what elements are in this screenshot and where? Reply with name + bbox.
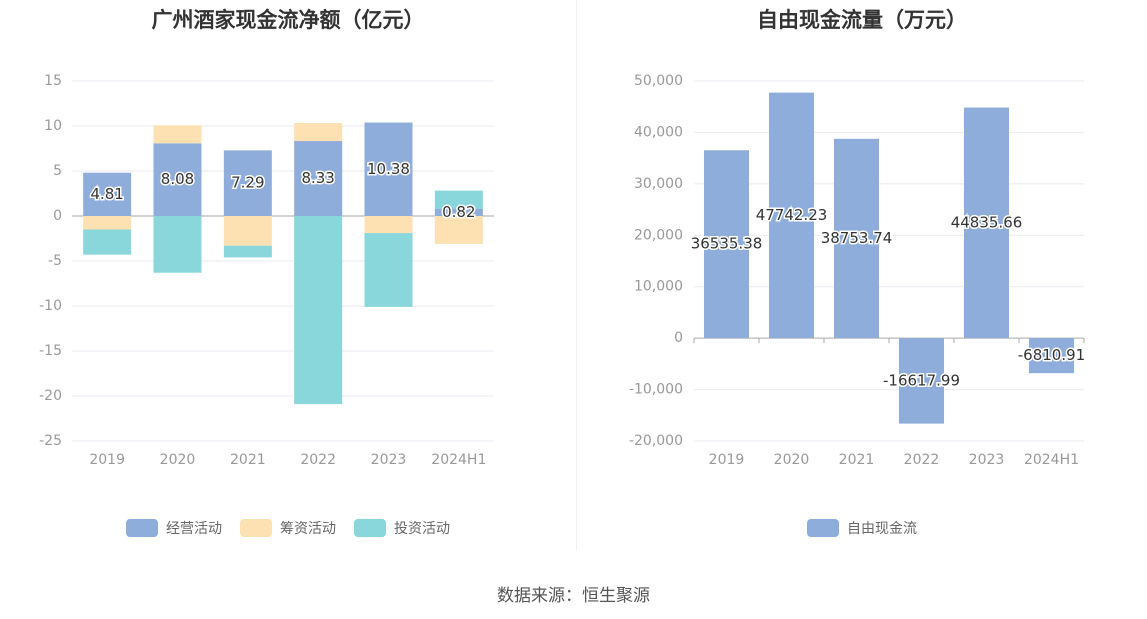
data-label: 8.08: [161, 170, 194, 188]
data-label: 8.33: [301, 169, 334, 187]
y-tick-label: -5: [48, 253, 62, 269]
data-label-halo: 47742.23: [756, 206, 828, 224]
free-cash-flow-chart: 50,000 40,000 30,000 20,000 10,000 0 -10,000 -2…: [629, 73, 1087, 468]
x-tick-label: 2023: [371, 452, 407, 468]
data-label: 47742.23: [756, 206, 828, 224]
legend-swatch: [807, 519, 839, 537]
legend-item[interactable]: 经营活动: [126, 518, 222, 538]
legend-item[interactable]: 筹资活动: [240, 518, 336, 538]
data-label-halo: -16617.99: [883, 371, 960, 389]
bar: [704, 150, 749, 339]
free-cash-flow-chart-title: 自由现金流量（万元）: [757, 8, 967, 32]
free-cash-flow-legend: 自由现金流: [577, 518, 1147, 538]
y-tick-label: -15: [39, 343, 62, 359]
bar-segment: [83, 229, 132, 255]
data-label: 0.82: [442, 203, 475, 221]
x-tick-label: 2021: [839, 452, 875, 468]
bar-segment: [153, 143, 202, 216]
y-tick-label: 30,000: [634, 176, 683, 192]
bar-segment: [364, 233, 413, 307]
bar-segment: [294, 216, 343, 405]
y-tick-label: 15: [44, 73, 62, 89]
x-tick-label: 2023: [969, 452, 1005, 468]
y-tick-label: 0: [53, 208, 62, 224]
bar-segment: [153, 216, 202, 273]
x-tick-label: 2024H1: [1024, 452, 1079, 468]
bar-segment: [434, 216, 483, 244]
y-tick-label: 5: [53, 163, 62, 179]
data-label: 10.38: [367, 160, 410, 178]
data-label-halo: 7.29: [231, 174, 264, 192]
x-tick-label: 2019: [709, 452, 745, 468]
data-label-halo: 44835.66: [951, 213, 1023, 231]
bar-segment: [434, 208, 483, 216]
cash-flow-legend: 经营活动 筹资活动 投资活动: [0, 518, 576, 538]
y-tick-label: 20,000: [634, 227, 683, 243]
bar-segment: [364, 122, 413, 216]
cash-flow-chart-panel: 广州酒家现金流净额（亿元） 15 10 5 0 -5 -10 -15 -20 -25 2019 20…: [0, 0, 576, 550]
panel-divider: [576, 0, 577, 550]
bar-segment: [294, 123, 343, 142]
x-tick-label: 2020: [160, 452, 196, 468]
y-tick-label: -10: [39, 298, 62, 314]
bar-segment: [83, 216, 132, 230]
legend-label: 投资活动: [394, 521, 450, 537]
data-label-halo: 8.08: [161, 170, 194, 188]
legend-swatch: [240, 519, 272, 537]
bar: [834, 138, 879, 339]
bar-segment: [434, 190, 483, 209]
data-label: 4.81: [90, 185, 123, 203]
legend-label: 自由现金流: [847, 521, 917, 537]
y-tick-label: -20: [39, 388, 62, 404]
data-label-halo: 38753.74: [821, 229, 893, 247]
data-label-halo: 36535.38: [691, 235, 763, 253]
data-label-halo: 0.82: [442, 203, 475, 221]
y-tick-label: 0: [674, 330, 683, 346]
bar-segment: [223, 245, 272, 258]
y-tick-label: 10,000: [634, 279, 683, 295]
bar-segment: [153, 125, 202, 144]
x-tick-label: 2022: [904, 452, 940, 468]
data-label: 44835.66: [951, 213, 1023, 231]
x-tick-label: 2022: [300, 452, 336, 468]
y-tick-label: 40,000: [634, 124, 683, 140]
data-label: -6810.91: [1018, 346, 1085, 364]
data-label-halo: -6810.91: [1018, 346, 1085, 364]
bar: [899, 338, 944, 424]
legend-item[interactable]: 自由现金流: [807, 518, 917, 538]
data-label-halo: 8.33: [301, 169, 334, 187]
free-cash-flow-chart-panel: 自由现金流量（万元） 50,000 40,000 30,000 20,000 10,00…: [577, 0, 1147, 550]
data-label-halo: 10.38: [367, 160, 410, 178]
legend-label: 筹资活动: [280, 521, 336, 537]
data-label-halo: 4.81: [90, 185, 123, 203]
x-tick-label: 2019: [89, 452, 125, 468]
bar-segment: [83, 172, 132, 216]
bar: [1029, 338, 1074, 374]
y-tick-label: -25: [39, 433, 62, 449]
legend-label: 经营活动: [166, 521, 222, 537]
bar-segment: [223, 150, 272, 216]
legend-item[interactable]: 投资活动: [354, 518, 450, 538]
x-tick-label: 2021: [230, 452, 266, 468]
y-tick-label: -20,000: [629, 433, 683, 449]
y-tick-label: -10,000: [629, 382, 683, 398]
data-label: 38753.74: [821, 229, 893, 247]
data-source-note: 数据来源：恒生聚源: [497, 586, 650, 606]
bar-segment: [223, 216, 272, 246]
legend-swatch: [126, 519, 158, 537]
bar: [964, 107, 1009, 339]
x-tick-label: 2024H1: [431, 452, 486, 468]
cash-flow-chart-title: 广州酒家现金流净额（亿元）: [151, 8, 425, 32]
bar-segment: [294, 141, 343, 216]
data-label: 36535.38: [691, 235, 763, 253]
y-tick-label: 10: [44, 118, 62, 134]
data-label: 7.29: [231, 174, 264, 192]
bar-segment: [364, 216, 413, 234]
x-tick-label: 2020: [774, 452, 810, 468]
data-label: -16617.99: [883, 371, 960, 389]
y-tick-label: 50,000: [634, 73, 683, 89]
legend-swatch: [354, 519, 386, 537]
cash-flow-chart: 15 10 5 0 -5 -10 -15 -20 -25 2019 2020 2021 2022 2023…: [39, 73, 494, 468]
bar: [769, 92, 814, 339]
